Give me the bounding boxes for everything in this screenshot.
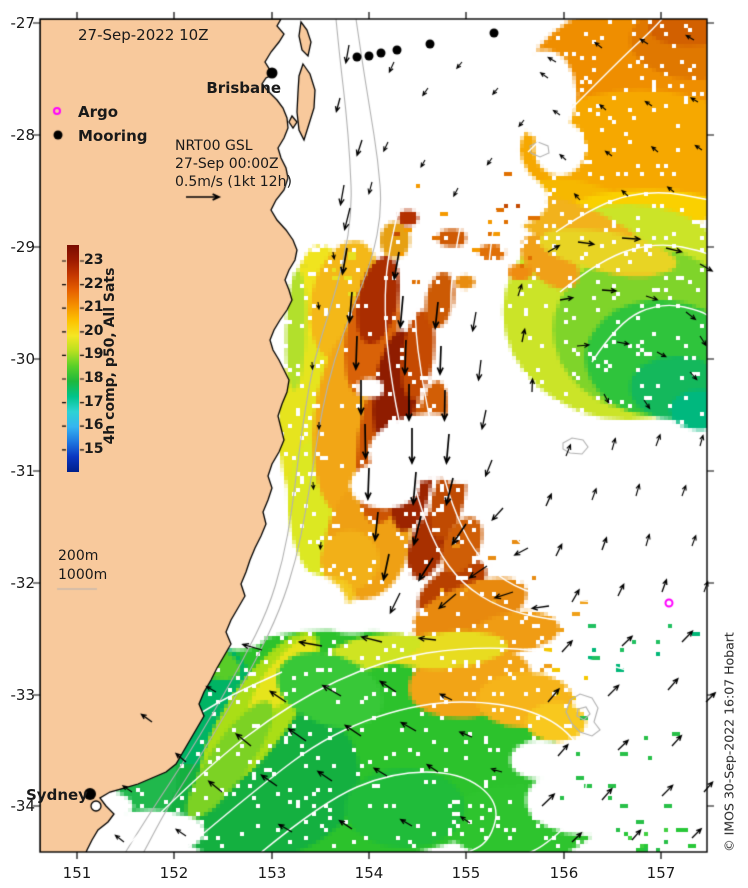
argo-legend-label: Argo [78,103,119,121]
colorbar-tick-label: 17 [84,393,104,410]
velocity-key-scale: 0.5m/s (1kt 12h) [175,174,292,190]
y-tick-label: -30 [10,350,36,368]
velocity-key-model: NRT00 GSL [175,138,253,154]
x-tick-label: 156 [549,864,579,882]
brisbane-label: Brisbane [206,79,281,97]
x-tick-label: 152 [159,864,189,882]
y-tick-label: -28 [10,126,36,144]
y-tick-label: -29 [10,238,36,256]
x-tick-label: 151 [62,864,92,882]
velocity-key-time: 27-Sep 00:00Z [175,156,279,172]
colorbar-tick-label: 21 [84,299,104,316]
colorbar-title: 4h comp, p50, All Sats [102,267,118,445]
depth-200m-label: 200m [58,548,99,564]
colorbar-tick-label: 20 [84,322,104,339]
x-tick-label: 154 [354,864,384,882]
colorbar-tick-label: 18 [84,370,104,386]
colorbar [67,245,79,472]
copyright-label: © IMOS 30-Sep-2022 16:07 Hobart [721,632,737,852]
x-tick-label: 155 [451,864,481,882]
sydney-label: Sydney [26,786,88,804]
colorbar-tick-label: 22 [84,275,104,292]
date-label: 27-Sep-2022 10Z [78,26,209,44]
colorbar-tick-label: 19 [84,346,104,363]
x-tick-label: 153 [257,864,287,882]
y-tick-label: -32 [10,574,36,592]
y-tick-label: -33 [10,686,36,704]
y-tick-label: -31 [10,462,36,480]
mooring-legend-label: Mooring [78,127,148,145]
colorbar-tick-label: 16 [84,417,104,434]
colorbar-tick-label: 15 [84,440,104,457]
colorbar-tick-label: 23 [84,252,104,268]
depth-1000m-label: 1000m [58,567,108,583]
y-tick-label: -34 [10,797,36,815]
x-tick-label: 157 [646,864,676,882]
y-tick-label: -27 [10,14,36,32]
